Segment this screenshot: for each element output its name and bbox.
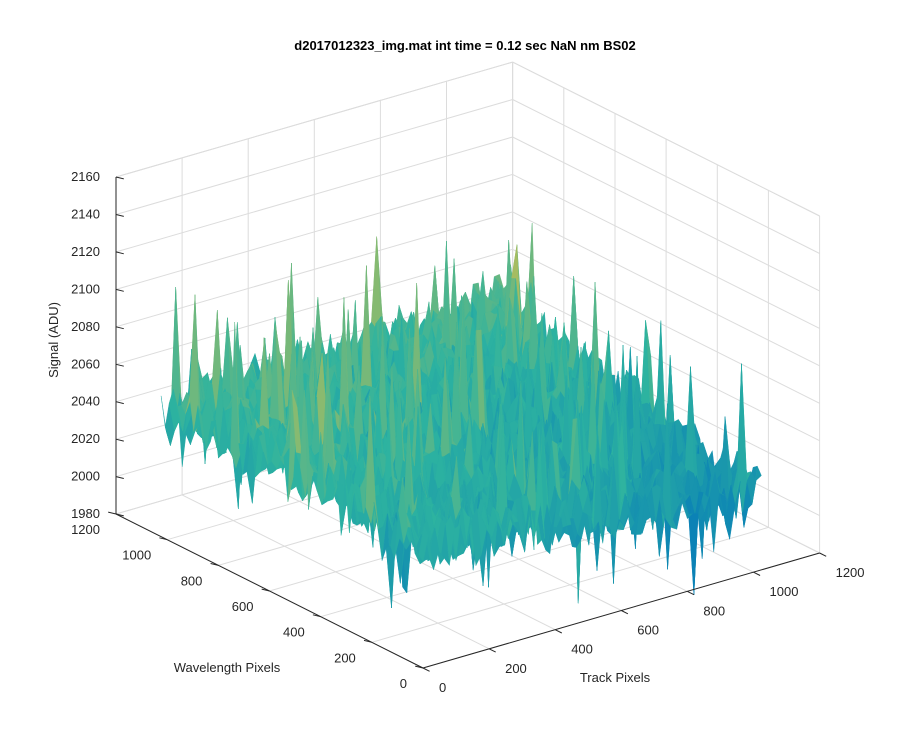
x-tick-mark <box>422 667 430 672</box>
surface-patch <box>688 513 699 595</box>
y-tick-label: 1200 <box>71 522 100 537</box>
y-tick-mark <box>363 639 372 643</box>
axes-frame <box>108 176 827 672</box>
y-tick-label: 200 <box>334 650 356 665</box>
x-tick-mark <box>488 648 496 653</box>
z-tick-mark <box>115 326 124 330</box>
y-tick-mark <box>312 614 321 618</box>
wall-grid-line <box>115 136 513 253</box>
y-tick-mark <box>210 563 219 566</box>
x-tick-label: 200 <box>505 661 527 676</box>
wall-grid-line <box>115 99 513 215</box>
x-tick-label: 1200 <box>836 565 865 580</box>
x-tick-mark <box>621 610 629 615</box>
z-tick-label: 2020 <box>71 431 100 446</box>
x-tick-label: 0 <box>439 680 446 695</box>
z-tick-label: 2080 <box>71 319 100 334</box>
y-tick-mark <box>261 588 270 592</box>
tick-labels: 0 200 400 600 800 1000 1200 0 200 400 600 800 1000 12… <box>71 169 864 695</box>
y-tick-mark <box>415 665 424 669</box>
y-tick-mark <box>108 511 117 515</box>
wall-grid-line <box>512 211 820 367</box>
box-edge-line <box>512 61 820 217</box>
z-tick-mark <box>115 401 124 405</box>
x-tick-mark <box>753 571 761 576</box>
chart-title: d2017012323_img.mat int time = 0.12 sec … <box>294 38 635 53</box>
x-axis-label: Track Pixels <box>580 670 651 685</box>
wall-grid-line <box>512 173 820 329</box>
y-tick-label: 400 <box>283 625 305 640</box>
z-tick-mark <box>115 251 124 255</box>
z-tick-mark <box>115 176 124 180</box>
wall-grid-line <box>512 248 820 404</box>
z-tick-mark <box>115 363 124 367</box>
x-tick-label: 600 <box>637 623 659 638</box>
z-tick-label: 2140 <box>71 207 100 222</box>
x-tick-mark <box>819 552 827 557</box>
x-tick-mark <box>554 629 563 634</box>
z-axis-label: Signal (ADU) <box>46 302 61 378</box>
z-tick-mark <box>115 476 124 479</box>
z-tick-label: 2000 <box>71 469 100 484</box>
y-tick-label: 800 <box>181 573 203 588</box>
wall-grid-line <box>512 136 820 292</box>
wall-grid-line <box>512 286 820 442</box>
z-tick-mark <box>115 513 124 517</box>
wall-grid-line <box>512 99 820 254</box>
wall-grid-line <box>115 211 513 328</box>
z-tick-mark <box>115 438 124 442</box>
y-axis-label: Wavelength Pixels <box>174 660 281 675</box>
x-tick-mark <box>687 590 695 596</box>
z-tick-mark <box>115 288 124 292</box>
z-tick-label: 2100 <box>71 281 100 296</box>
y-tick-label: 600 <box>232 599 254 614</box>
y-tick-label: 1000 <box>122 548 151 563</box>
x-tick-label: 800 <box>703 603 725 618</box>
z-tick-label: 2060 <box>71 356 100 371</box>
x-tick-label: 400 <box>571 642 593 657</box>
box-edge-line <box>115 61 513 178</box>
surface-mesh <box>160 222 762 609</box>
y-tick-mark <box>159 537 168 541</box>
x-tick-label: 1000 <box>770 584 799 599</box>
wall-grid-line <box>115 173 513 290</box>
z-tick-label: 2160 <box>71 169 100 184</box>
y-tick-label: 0 <box>400 676 407 691</box>
surface-patch <box>418 523 429 563</box>
z-tick-label: 2120 <box>71 244 100 259</box>
z-tick-mark <box>115 214 124 217</box>
z-tick-label: 1980 <box>71 506 100 521</box>
z-tick-label: 2040 <box>71 394 100 409</box>
